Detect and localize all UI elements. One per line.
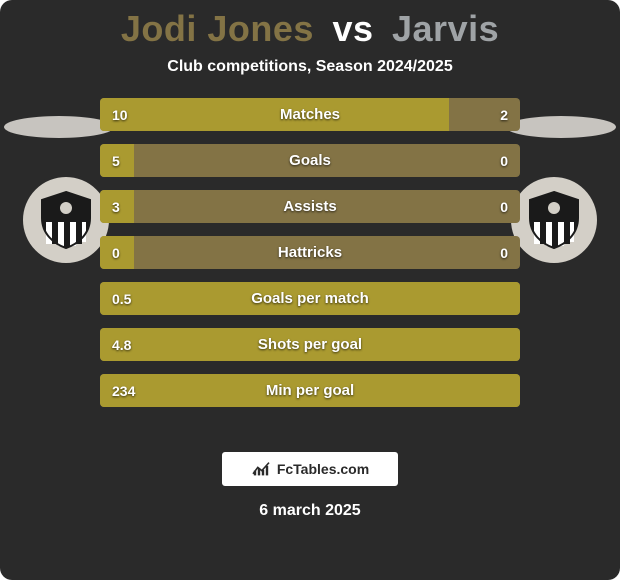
stat-label: Hattricks	[100, 236, 520, 269]
stat-row-fill	[100, 98, 449, 131]
stat-row-fill	[100, 328, 520, 361]
shield-icon	[524, 190, 584, 250]
stat-row: 0.5Goals per match	[100, 282, 520, 315]
stat-row: 30Assists	[100, 190, 520, 223]
card-date: 6 march 2025	[0, 502, 620, 520]
stat-row: 102Matches	[100, 98, 520, 131]
stat-bars: 102Matches50Goals30Assists00Hattricks0.5…	[100, 98, 520, 407]
stat-label: Goals	[100, 144, 520, 177]
stat-row: 4.8Shots per goal	[100, 328, 520, 361]
player2-name: Jarvis	[392, 8, 499, 49]
stats-arena: 102Matches50Goals30Assists00Hattricks0.5…	[0, 98, 620, 428]
stat-row: 50Goals	[100, 144, 520, 177]
stat-value-right: 0	[500, 236, 508, 269]
brand-text: FcTables.com	[277, 461, 369, 477]
decor-ellipse-right	[506, 116, 616, 138]
card-subtitle: Club competitions, Season 2024/2025	[0, 58, 620, 76]
brand-badge: FcTables.com	[222, 452, 398, 486]
decor-ellipse-left	[4, 116, 114, 138]
card-title: Jodi Jones vs Jarvis	[0, 8, 620, 50]
player2-crest	[508, 174, 600, 266]
player1-crest	[20, 174, 112, 266]
stat-row-fill	[100, 236, 134, 269]
crest-stripes	[534, 222, 574, 246]
crest-stripes	[46, 222, 86, 246]
vs-text: vs	[332, 8, 373, 49]
stat-label: Assists	[100, 190, 520, 223]
stat-row-fill	[100, 282, 520, 315]
stat-value-right: 2	[500, 98, 508, 131]
stat-row-fill	[100, 144, 134, 177]
stat-value-right: 0	[500, 144, 508, 177]
stat-row-fill	[100, 374, 520, 407]
player1-name: Jodi Jones	[121, 8, 314, 49]
stat-row-fill	[100, 190, 134, 223]
stat-value-right: 0	[500, 190, 508, 223]
stat-row: 00Hattricks	[100, 236, 520, 269]
shield-icon	[36, 190, 96, 250]
chart-icon	[251, 461, 271, 477]
stat-row: 234Min per goal	[100, 374, 520, 407]
comparison-card: Jodi Jones vs Jarvis Club competitions, …	[0, 0, 620, 580]
